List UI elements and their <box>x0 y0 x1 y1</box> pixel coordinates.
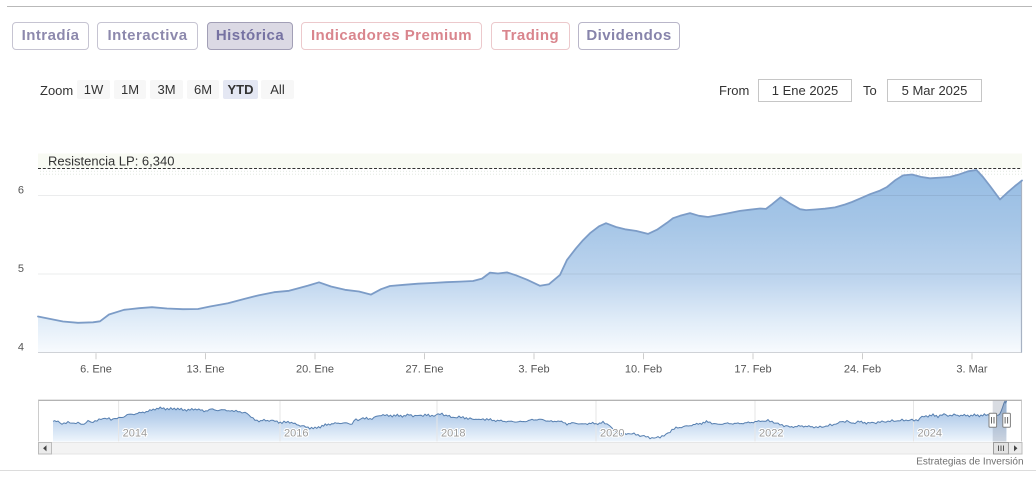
svg-text:5: 5 <box>18 263 24 275</box>
svg-text:3. Feb: 3. Feb <box>518 364 549 376</box>
svg-text:4: 4 <box>18 342 24 354</box>
svg-text:20. Ene: 20. Ene <box>296 364 334 376</box>
svg-text:3. Mar: 3. Mar <box>956 364 988 376</box>
svg-text:2014: 2014 <box>123 428 147 440</box>
svg-text:Resistencia LP: 6,340: Resistencia LP: 6,340 <box>48 154 174 169</box>
svg-text:2020: 2020 <box>600 428 624 440</box>
svg-text:13. Ene: 13. Ene <box>187 364 225 376</box>
svg-text:2024: 2024 <box>918 428 942 440</box>
svg-text:Estrategias de Inversión: Estrategias de Inversión <box>916 457 1023 468</box>
svg-text:10. Feb: 10. Feb <box>625 364 662 376</box>
svg-text:17. Feb: 17. Feb <box>734 364 771 376</box>
svg-text:27. Ene: 27. Ene <box>406 364 444 376</box>
svg-text:6. Ene: 6. Ene <box>80 364 112 376</box>
svg-text:2018: 2018 <box>441 428 465 440</box>
svg-text:24. Feb: 24. Feb <box>844 364 881 376</box>
svg-text:2016: 2016 <box>284 428 308 440</box>
svg-text:6: 6 <box>18 185 24 197</box>
svg-text:2022: 2022 <box>759 428 783 440</box>
